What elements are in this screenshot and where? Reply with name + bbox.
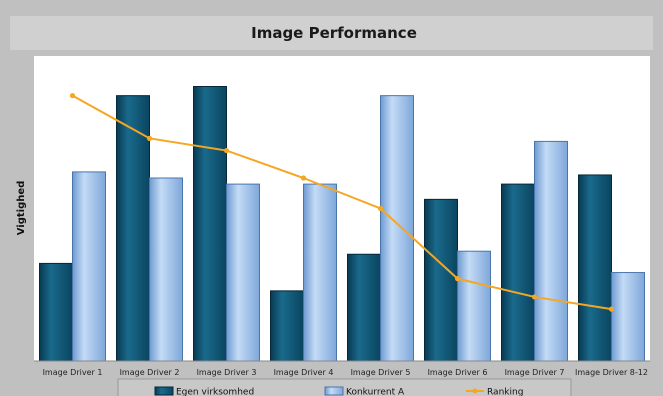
legend-label-2: Konkurrent A — [346, 388, 405, 396]
bar-konkurrent-a-4 — [303, 183, 337, 362]
x-tick-label: Image Driver 7 — [505, 368, 565, 377]
bar-egen-virksomhed-5 — [347, 253, 381, 362]
ranking-point-8 — [608, 306, 615, 312]
bar-konkurrent-a-6 — [457, 250, 491, 362]
ranking-point-4 — [300, 175, 307, 181]
bar-konkurrent-a-1 — [72, 171, 106, 362]
bar-konkurrent-a-2 — [149, 177, 183, 362]
ranking-point-3 — [223, 147, 230, 154]
x-tick-label: Image Driver 1 — [43, 368, 103, 377]
ranking-point-5 — [377, 205, 384, 212]
ranking-line — [72, 94, 612, 311]
bars-layer — [39, 86, 645, 362]
bar-konkurrent-a-3 — [226, 183, 260, 362]
x-tick-label: Image Driver 8-12 — [575, 368, 648, 377]
bar-konkurrent-a-7 — [534, 140, 568, 362]
bar-egen-virksomhed-3 — [193, 86, 227, 362]
legend-box — [117, 378, 572, 396]
legend-swatch-1 — [154, 386, 174, 396]
title-bar — [10, 16, 653, 50]
legend-line-marker — [472, 388, 478, 394]
ranking-line-layer — [69, 93, 615, 312]
bar-egen-virksomhed-7 — [501, 183, 535, 362]
chart-title: Image Performance — [251, 24, 417, 42]
bar-konkurrent-a-5 — [380, 95, 414, 362]
bar-egen-virksomhed-4 — [270, 290, 304, 362]
legend-label-3: Ranking — [487, 388, 523, 396]
bar-egen-virksomhed-8 — [578, 174, 612, 362]
x-tick-label: Image Driver 4 — [274, 368, 334, 377]
legend-swatch-2 — [324, 386, 344, 396]
x-tick-label: Image Driver 2 — [120, 368, 180, 377]
x-tick-label: Image Driver 6 — [428, 368, 488, 377]
ranking-point-2 — [146, 135, 153, 141]
x-tick-label: Image Driver 5 — [351, 368, 411, 377]
legend: Egen virksomhed Konkurrent A Ranking — [154, 386, 523, 396]
y-axis-label: Vigtighed — [16, 181, 27, 236]
bar-konkurrent-a-8 — [611, 272, 645, 362]
ranking-point-6 — [454, 276, 461, 282]
ranking-point-1 — [69, 93, 76, 99]
legend-label-1: Egen virksomhed — [176, 388, 254, 396]
bar-egen-virksomhed-6 — [424, 198, 458, 362]
x-tick-labels: Image Driver 1 Image Driver 2 Image Driver… — [43, 368, 648, 377]
ranking-point-7 — [531, 294, 538, 300]
x-tick-label: Image Driver 3 — [197, 368, 257, 377]
bar-egen-virksomhed-1 — [39, 262, 73, 362]
